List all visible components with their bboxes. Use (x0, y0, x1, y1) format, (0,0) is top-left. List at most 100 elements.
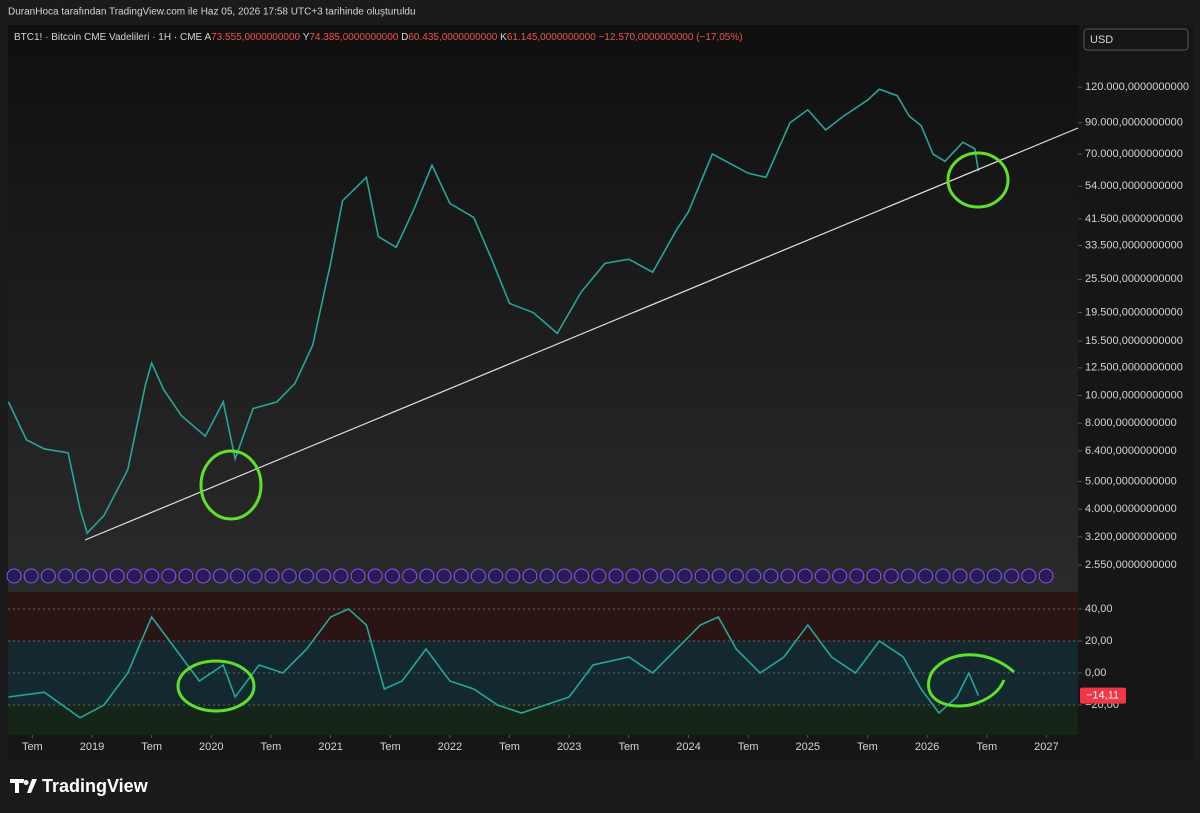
currency-button[interactable] (1083, 28, 1189, 51)
legend-symbol: BTC1! · Bitcoin CME Vadelileri · 1H · CM… (14, 32, 203, 43)
event-icon (574, 568, 590, 584)
event-icon (23, 568, 39, 584)
event-icon (281, 568, 297, 584)
event-icon (488, 568, 504, 584)
event-icon (505, 568, 521, 584)
highlight-circle (199, 449, 263, 521)
x-tick-label: Tem (22, 741, 43, 753)
overbought-zone (8, 592, 1078, 641)
event-icon (642, 568, 658, 584)
event-icon (161, 568, 177, 584)
y-tick-label: 90.000,0000000000 (1085, 117, 1183, 129)
event-icon (780, 568, 796, 584)
pane-separator (8, 588, 1078, 592)
y-tick-label: 40,00 (1085, 603, 1113, 615)
legend-key: Y (303, 32, 310, 43)
event-icon (109, 568, 125, 584)
event-icon (625, 568, 641, 584)
event-icon (1038, 568, 1054, 584)
x-tick-label: Tem (380, 741, 401, 753)
price-axis (1078, 25, 1195, 760)
event-icon (367, 568, 383, 584)
event-icon (900, 568, 916, 584)
x-tick-label: 2022 (438, 741, 462, 753)
price-pane (8, 25, 1078, 588)
logo-icon (10, 779, 37, 793)
event-icon (92, 568, 108, 584)
event-icon (522, 568, 538, 584)
brand: TradingView (42, 776, 149, 796)
event-icon (316, 568, 332, 584)
x-tick-label: Tem (738, 741, 759, 753)
legend-key: D (401, 32, 408, 43)
event-icon (866, 568, 882, 584)
y-tick-label: 41.500,0000000000 (1085, 213, 1183, 225)
x-tick-label: 2024 (676, 741, 700, 753)
event-icon (694, 568, 710, 584)
event-icon (660, 568, 676, 584)
legend-change: −12.570,0000000000 (−17,05%) (599, 32, 743, 43)
highlight-circle (946, 151, 1010, 209)
event-icon (935, 568, 951, 584)
x-tick-label: 2025 (796, 741, 820, 753)
brand-logo: TradingView (10, 776, 149, 796)
x-tick-label: 2021 (318, 741, 342, 753)
event-icon (75, 568, 91, 584)
event-icon (470, 568, 486, 584)
highlight-circle (926, 653, 1016, 708)
event-icon (264, 568, 280, 584)
y-tick-label: 5.000,0000000000 (1085, 475, 1177, 487)
series-line (8, 608, 980, 719)
y-tick-label: 10.000,0000000000 (1085, 389, 1183, 401)
event-icon (58, 568, 74, 584)
event-icon (746, 568, 762, 584)
event-icon (814, 568, 830, 584)
event-icon (298, 568, 314, 584)
last-value-label: −14,11 (1086, 689, 1119, 701)
highlight-circle (176, 659, 256, 713)
y-tick-label: 0,00 (1085, 667, 1106, 679)
legend: BTC1! · Bitcoin CME Vadelileri · 1H · CM… (14, 32, 743, 43)
event-icon (556, 568, 572, 584)
y-tick-label: 20,00 (1085, 635, 1113, 647)
x-tick-label: Tem (857, 741, 878, 753)
event-icon (763, 568, 779, 584)
trend-line (84, 127, 1079, 541)
x-tick-label: Tem (499, 741, 520, 753)
x-tick-label: 2023 (557, 741, 581, 753)
event-icon (728, 568, 744, 584)
legend-value: 60.435,0000000000 (408, 32, 497, 43)
x-tick-label: 2020 (199, 741, 223, 753)
event-icon (711, 568, 727, 584)
y-tick-label: 8.000,0000000000 (1085, 417, 1177, 429)
oscillator-bands (8, 592, 1078, 735)
event-icon (195, 568, 211, 584)
event-icon (677, 568, 693, 584)
header-text: DuranHoca tarafından TradingView.com ile… (8, 7, 416, 18)
y-tick-label: 33.500,0000000000 (1085, 239, 1183, 251)
event-icon (212, 568, 228, 584)
event-icon (144, 568, 160, 584)
event-icon (1021, 568, 1037, 584)
y-tick-label: 70.000,0000000000 (1085, 148, 1183, 160)
event-icons (6, 568, 1054, 584)
x-tick-label: Tem (261, 741, 282, 753)
y-tick-label: 3.200,0000000000 (1085, 531, 1177, 543)
legend-value: 73.555,0000000000 (211, 32, 300, 43)
event-icon (230, 568, 246, 584)
x-tick-label: 2019 (80, 741, 104, 753)
y-tick-label: 19.500,0000000000 (1085, 307, 1183, 319)
y-tick-label: 15.500,0000000000 (1085, 335, 1183, 347)
oversold-zone (8, 704, 1078, 735)
event-icon (6, 568, 22, 584)
x-tick-label: Tem (976, 741, 997, 753)
event-icon (247, 568, 263, 584)
x-tick-label: Tem (618, 741, 639, 753)
legend-key: A (204, 32, 211, 43)
currency: USD (1090, 34, 1113, 46)
y-tick-label: 12.500,0000000000 (1085, 362, 1183, 374)
y-tick-label: 25.500,0000000000 (1085, 273, 1183, 285)
event-icon (419, 568, 435, 584)
event-icon (453, 568, 469, 584)
